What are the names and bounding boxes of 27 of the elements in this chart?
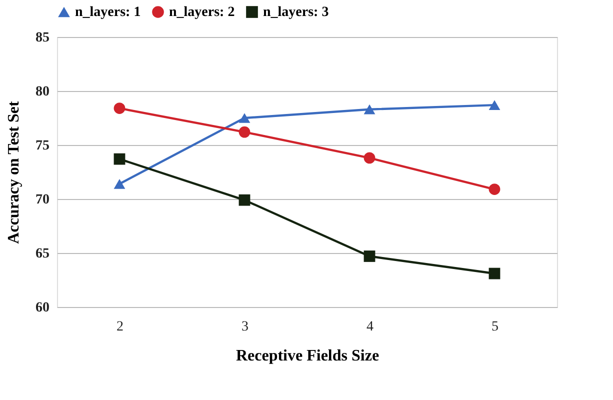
y-tick-label: 70 xyxy=(36,192,50,208)
legend-label: n_layers: 2 xyxy=(169,5,235,20)
x-axis-title: Receptive Fields Size xyxy=(236,348,380,364)
y-axis-title: Accuracy on Test Set xyxy=(6,100,22,244)
y-tick-label: 65 xyxy=(36,246,50,262)
legend-label: n_layers: 3 xyxy=(263,5,329,20)
point xyxy=(488,184,500,195)
point xyxy=(488,268,500,280)
x-tick-label: 4 xyxy=(366,320,374,334)
point xyxy=(364,250,376,262)
point xyxy=(114,102,126,114)
y-tick-label: 60 xyxy=(36,300,50,316)
x-tick-label: 3 xyxy=(242,320,248,334)
point xyxy=(238,126,250,138)
point xyxy=(364,104,376,114)
point xyxy=(364,152,376,164)
y-tick-label: 85 xyxy=(36,30,50,46)
point xyxy=(238,194,250,206)
point xyxy=(238,113,250,123)
y-tick-label: 80 xyxy=(36,84,50,100)
point xyxy=(488,100,500,110)
legend-label: n_layers: 1 xyxy=(75,5,141,20)
point xyxy=(114,178,126,189)
x-tick-label: 5 xyxy=(492,320,498,334)
point xyxy=(114,153,126,165)
y-tick-label: 75 xyxy=(36,138,50,154)
x-tick-label: 2 xyxy=(116,320,124,334)
